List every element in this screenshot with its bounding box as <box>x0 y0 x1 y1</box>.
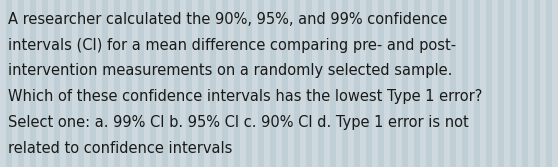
Text: Select one: a. 99% CI b. 95% CI c. 90% CI d. Type 1 error is not: Select one: a. 99% CI b. 95% CI c. 90% C… <box>8 115 469 130</box>
Text: related to confidence intervals: related to confidence intervals <box>8 141 233 156</box>
Text: intervention measurements on a randomly selected sample.: intervention measurements on a randomly … <box>8 63 453 78</box>
Text: A researcher calculated the 90%, 95%, and 99% confidence: A researcher calculated the 90%, 95%, an… <box>8 12 448 27</box>
Text: Which of these confidence intervals has the lowest Type 1 error?: Which of these confidence intervals has … <box>8 89 483 104</box>
Text: intervals (CI) for a mean difference comparing pre- and post-: intervals (CI) for a mean difference com… <box>8 38 456 53</box>
